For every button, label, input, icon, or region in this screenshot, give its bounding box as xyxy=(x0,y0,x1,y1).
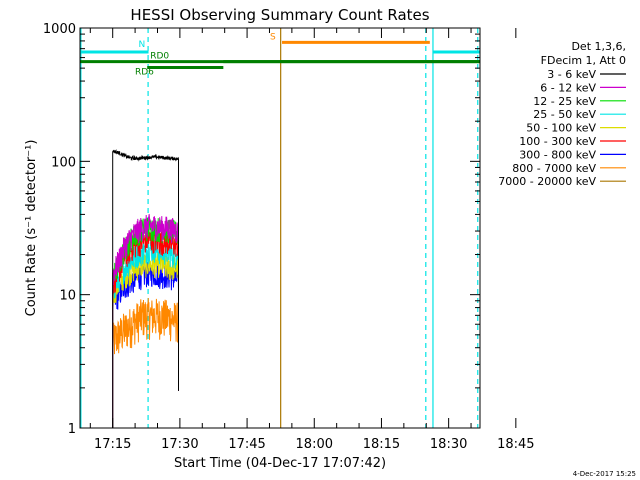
legend-label: 50 - 100 keV xyxy=(526,122,596,135)
y-tick-label: 1000 xyxy=(43,22,76,37)
legend-label: 6 - 12 keV xyxy=(540,81,596,94)
x-tick-label: 18:30 xyxy=(430,437,467,452)
annotation-label: S xyxy=(270,32,276,42)
annotation-label: N xyxy=(139,40,146,50)
x-tick-label: 18:15 xyxy=(363,437,400,452)
legend-label: 3 - 6 keV xyxy=(547,68,596,81)
y-tick-label: 10 xyxy=(59,289,76,304)
annotation-label: RD6 xyxy=(135,68,154,78)
legend-label: 7000 - 20000 keV xyxy=(498,175,596,188)
plot-area: N S RD0 RD6 xyxy=(80,28,480,428)
legend-header: FDecim 1, Att 0 xyxy=(541,54,626,67)
x-tick-label: 18:45 xyxy=(497,437,534,452)
x-tick-label: 17:30 xyxy=(161,437,198,452)
legend-label: 25 - 50 keV xyxy=(533,108,596,121)
annotation-label: RD0 xyxy=(150,52,169,62)
y-axis: 1 10 100 1000 xyxy=(43,22,480,437)
footer-date: 4-Dec-2017 15:25 xyxy=(573,470,636,478)
legend-label: 100 - 300 keV xyxy=(519,135,596,148)
x-axis: 17:15 17:30 17:45 18:00 18:15 18:30 18:45 xyxy=(89,28,535,452)
series-line-2 xyxy=(112,214,179,428)
y-tick-label: 100 xyxy=(51,155,76,170)
series-line-8 xyxy=(112,297,179,428)
chart-title: HESSI Observing Summary Count Rates xyxy=(130,6,429,24)
plot-frame xyxy=(79,27,481,429)
legend-label: 800 - 7000 keV xyxy=(512,162,596,175)
y-axis-label: Count Rate (s⁻¹ detector⁻¹) xyxy=(24,140,39,317)
legend-label: 12 - 25 keV xyxy=(533,95,596,108)
x-axis-label: Start Time (04-Dec-17 17:07:42) xyxy=(174,456,386,471)
legend-label: 300 - 800 keV xyxy=(519,148,596,161)
x-tick-label: 17:15 xyxy=(94,437,131,452)
legend-header: Det 1,3,6, xyxy=(571,40,626,53)
x-tick-label: 17:45 xyxy=(228,437,265,452)
y-tick-label: 1 xyxy=(68,422,76,437)
x-tick-label: 18:00 xyxy=(296,437,333,452)
series-line-1 xyxy=(112,149,179,428)
